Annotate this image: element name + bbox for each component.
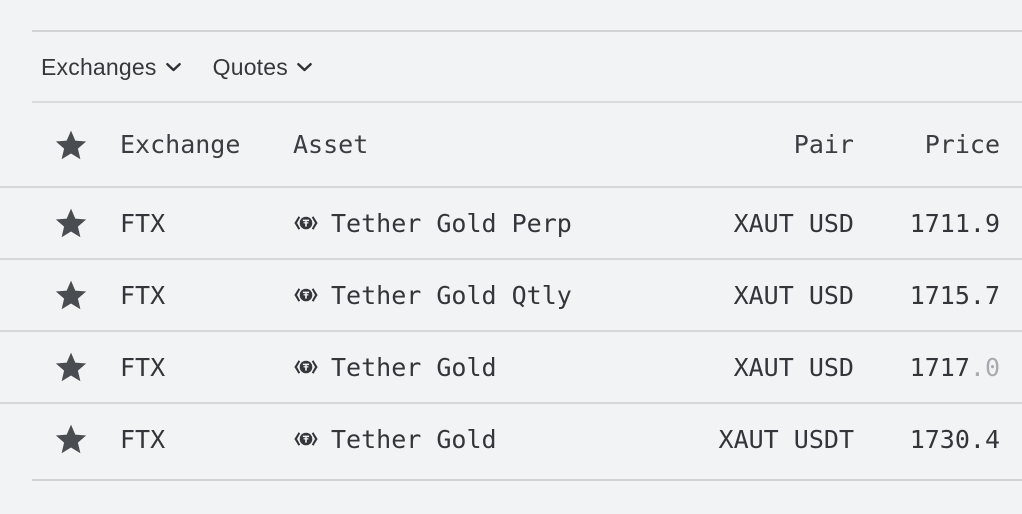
- exchange-cell: FTX: [120, 208, 166, 238]
- table-row[interactable]: FTX Tether Gold Qtly XAUT USD 1715.7: [0, 258, 1022, 330]
- toolbar-item-exchanges-label: Exchanges: [41, 53, 157, 80]
- chevron-down-icon[interactable]: [297, 62, 312, 72]
- price-cell: 1717.0: [862, 353, 1022, 382]
- table-header-row: Exchange Asset Pair Price: [0, 103, 1022, 186]
- quotes-table: Exchange Asset Pair Price FTX: [0, 103, 1022, 474]
- column-header-price[interactable]: Price: [924, 130, 1000, 159]
- column-header-asset: Asset: [293, 130, 369, 159]
- star-icon[interactable]: [54, 278, 88, 312]
- bottom-divider: [32, 479, 1022, 481]
- tether-gold-icon: [293, 356, 319, 378]
- favorite-cell[interactable]: [32, 422, 120, 456]
- pair-cell: XAUT USD: [733, 352, 854, 382]
- tether-gold-icon: [293, 212, 319, 234]
- price-value: 1717: [909, 352, 970, 382]
- asset-cell: Tether Gold: [293, 353, 672, 382]
- favorite-cell[interactable]: [32, 278, 120, 312]
- chevron-down-icon[interactable]: [165, 62, 181, 72]
- column-header-favorite[interactable]: [32, 128, 120, 162]
- tether-gold-icon: [293, 428, 319, 450]
- price-value: 1715.7: [909, 280, 1000, 310]
- top-divider: [32, 30, 1022, 32]
- asset-cell: Tether Gold Perp: [293, 209, 672, 238]
- table-row[interactable]: FTX Tether Gold XAUT USD 1717.0: [0, 330, 1022, 402]
- toolbar-item-exchanges[interactable]: Exchanges: [41, 54, 181, 81]
- toolbar: Exchanges Quotes: [0, 32, 1022, 102]
- pair-cell: XAUT USDT: [718, 424, 854, 454]
- price-cell: 1711.9: [862, 209, 1022, 238]
- star-icon[interactable]: [54, 128, 88, 162]
- asset-name: Tether Gold Qtly: [331, 280, 572, 310]
- star-icon[interactable]: [54, 422, 88, 456]
- toolbar-item-quotes-label: Quotes: [212, 53, 288, 80]
- pair-cell: XAUT USD: [733, 208, 854, 238]
- table-row[interactable]: FTX Tether Gold XAUT USDT 1730.4: [0, 402, 1022, 474]
- table-row[interactable]: FTX Tether Gold Perp XAUT USD 1711.9: [0, 186, 1022, 258]
- asset-name: Tether Gold: [331, 424, 497, 454]
- price-decimal: .0: [969, 352, 1000, 382]
- asset-cell: Tether Gold: [293, 425, 672, 454]
- favorite-cell[interactable]: [32, 350, 120, 384]
- exchange-cell: FTX: [120, 424, 166, 454]
- asset-name: Tether Gold: [331, 352, 497, 382]
- exchange-cell: FTX: [120, 352, 166, 382]
- price-cell: 1730.4: [862, 425, 1022, 454]
- asset-name: Tether Gold Perp: [331, 208, 572, 238]
- asset-cell: Tether Gold Qtly: [293, 281, 672, 310]
- star-icon[interactable]: [54, 206, 88, 240]
- star-icon[interactable]: [54, 350, 88, 384]
- price-value: 1730.4: [909, 424, 1000, 454]
- pair-cell: XAUT USD: [733, 280, 854, 310]
- column-header-exchange[interactable]: Exchange: [120, 130, 241, 159]
- favorite-cell[interactable]: [32, 206, 120, 240]
- tether-gold-icon: [293, 284, 319, 306]
- price-cell: 1715.7: [862, 281, 1022, 310]
- price-value: 1711.9: [909, 208, 1000, 238]
- column-header-pair[interactable]: Pair: [793, 130, 854, 159]
- exchange-cell: FTX: [120, 280, 166, 310]
- toolbar-item-quotes[interactable]: Quotes: [213, 54, 312, 81]
- toolbar-divider: [32, 101, 1022, 103]
- column-header-asset-cell[interactable]: Asset: [293, 130, 672, 159]
